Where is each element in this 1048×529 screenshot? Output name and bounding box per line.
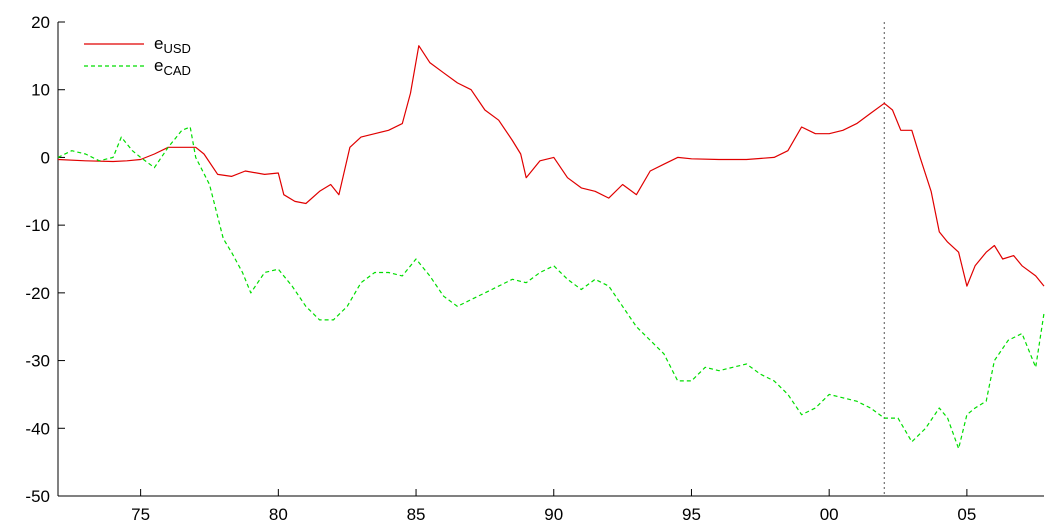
series-line-usd [57, 45, 1045, 287]
legend-label-main: e [154, 56, 163, 75]
y-tick-label: 20 [31, 13, 50, 32]
y-tick-label: 10 [31, 81, 50, 100]
x-tick-label: 00 [820, 505, 839, 524]
x-tick-label: 05 [957, 505, 976, 524]
y-tick-label: -40 [25, 419, 50, 438]
y-tick-label: -20 [25, 284, 50, 303]
x-axis: 75 80 85 90 95 00 05 [131, 489, 976, 524]
legend-label-usd: eUSD [154, 34, 191, 56]
legend-label-subscript: USD [163, 41, 190, 56]
y-tick-label: -50 [25, 487, 50, 506]
x-tick-label: 95 [682, 505, 701, 524]
legend-label-subscript: CAD [163, 63, 190, 78]
y-tick-label: -30 [25, 352, 50, 371]
x-tick-label: 85 [407, 505, 426, 524]
legend-label-main: e [154, 34, 163, 53]
x-tick-label: 80 [269, 505, 288, 524]
series-layer [57, 45, 1045, 450]
x-tick-label: 90 [544, 505, 563, 524]
legend-label-cad: eCAD [154, 56, 191, 78]
x-tick-label: 75 [131, 505, 150, 524]
series-line-cad [57, 126, 1045, 450]
y-axis: -50 -40 -30 -20 -10 0 10 20 [25, 13, 65, 506]
y-tick-label: -10 [25, 216, 50, 235]
y-tick-label: 0 [41, 148, 50, 167]
plot-frame [57, 22, 1044, 497]
